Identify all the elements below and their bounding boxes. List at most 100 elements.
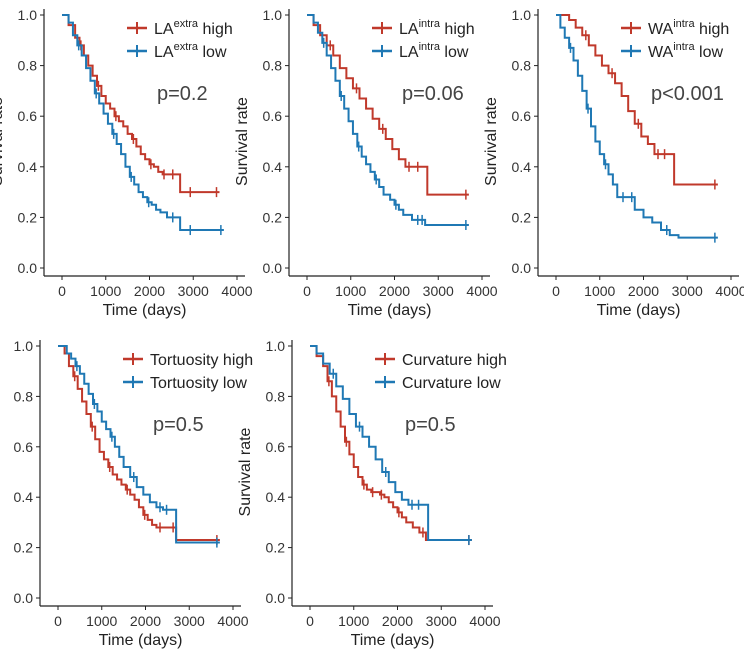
legend-label: WAintra high	[648, 18, 729, 38]
y-tick-label: 0.8	[18, 58, 38, 74]
y-tick-label: 1.0	[263, 7, 283, 23]
x-tick-label: 4000	[466, 283, 497, 299]
legend-label-suffix: low	[440, 44, 469, 61]
x-tick-label: 1000	[335, 283, 366, 299]
x-axis-label: Time (days)	[99, 632, 183, 649]
y-tick-label: 0.0	[14, 590, 34, 606]
km-panel-2: 0.0 0.2 0.4 0.6 0.8 1.0 0 1000 2000 3000 4000 Time …	[234, 7, 498, 319]
legend-label-suffix: low	[695, 44, 724, 61]
y-axis-label: Survival rate	[483, 97, 500, 186]
x-tick-label: 0	[552, 283, 560, 299]
y-axis-label: Survival rate	[0, 97, 6, 186]
legend-label: Tortuosity high	[150, 352, 253, 369]
x-tick-label: 3000	[423, 283, 454, 299]
km-panel-5: 0.0 0.2 0.4 0.6 0.8 1.0 0 1000 2000 3000 4000 Time …	[237, 338, 507, 649]
y-tick-label: 0.6	[18, 108, 38, 124]
p-value-label: p<0.001	[651, 83, 724, 105]
y-axis-label: Survival rate	[237, 427, 254, 516]
y-axis-label: Survival rate	[234, 97, 251, 186]
survival-curve-low	[310, 345, 472, 542]
y-tick-label: 0.2	[18, 209, 38, 225]
x-tick-label: 1000	[584, 283, 615, 299]
y-tick-label: 0.0	[266, 590, 286, 606]
km-panel-3: 0.0 0.2 0.4 0.6 0.8 1.0 0 1000 2000 3000 4000 Time …	[483, 7, 744, 319]
y-tick-label: 0.4	[512, 159, 532, 175]
x-tick-label: 2000	[130, 613, 161, 629]
legend-label: WAintra low	[648, 41, 723, 61]
legend-label: LAintra high	[399, 18, 475, 38]
x-tick-label: 1000	[338, 613, 369, 629]
legend-label-base: WA	[648, 21, 674, 38]
legend-label-sup: extra	[174, 18, 199, 30]
y-tick-label: 0.0	[18, 260, 38, 276]
y-tick-label: 0.0	[263, 260, 283, 276]
legend-label: Curvature low	[402, 375, 501, 392]
x-tick-label: 3000	[178, 283, 209, 299]
legend-label-base: Curvature	[402, 352, 472, 369]
x-tick-label: 2000	[382, 613, 413, 629]
x-tick-label: 3000	[672, 283, 703, 299]
survival-curve-high	[556, 14, 718, 186]
y-tick-label: 0.2	[263, 209, 283, 225]
x-tick-label: 0	[303, 283, 311, 299]
survival-curve-low	[62, 14, 224, 232]
x-axis-label: Time (days)	[351, 632, 435, 649]
y-tick-label: 0.4	[18, 159, 38, 175]
survival-curve-high	[58, 345, 220, 542]
survival-curve-high	[310, 345, 472, 542]
y-tick-label: 0.2	[14, 540, 34, 556]
y-tick-label: 0.8	[512, 58, 532, 74]
legend-label-sup: intra	[673, 18, 695, 30]
legend-label-base: Curvature	[402, 375, 472, 392]
y-tick-label: 0.4	[14, 489, 34, 505]
y-tick-label: 1.0	[18, 7, 38, 23]
y-tick-label: 0.8	[14, 388, 34, 404]
survival-curve-low	[307, 14, 469, 226]
legend-label-suffix: high	[218, 352, 253, 369]
legend-label-suffix: high	[695, 21, 730, 38]
x-tick-label: 4000	[469, 613, 500, 629]
legend-label-suffix: high	[440, 21, 475, 38]
x-tick-label: 0	[58, 283, 66, 299]
x-tick-label: 3000	[426, 613, 457, 629]
legend-label-sup: extra	[174, 41, 199, 53]
p-value-label: p=0.2	[157, 83, 208, 105]
legend-label-sup: intra	[419, 18, 441, 30]
x-tick-label: 4000	[217, 613, 248, 629]
survival-curve-low	[556, 14, 718, 239]
p-value-label: p=0.06	[402, 83, 464, 105]
legend-label-base: LA	[399, 44, 419, 61]
legend-label-base: Tortuosity	[150, 375, 218, 392]
y-tick-label: 0.8	[263, 58, 283, 74]
legend-label-suffix: low	[218, 375, 247, 392]
legend-label-base: WA	[648, 44, 674, 61]
y-tick-label: 1.0	[266, 338, 286, 354]
y-tick-label: 0.6	[263, 108, 283, 124]
x-tick-label: 1000	[90, 283, 121, 299]
legend-label-sup: intra	[419, 41, 441, 53]
legend-label-base: LA	[399, 21, 419, 38]
legend-label: LAextra low	[154, 41, 227, 61]
y-tick-label: 0.2	[266, 540, 286, 556]
y-tick-label: 0.4	[266, 489, 286, 505]
x-tick-label: 0	[54, 613, 62, 629]
legend-label-base: LA	[154, 21, 174, 38]
x-axis-label: Time (days)	[103, 302, 187, 319]
x-axis-label: Time (days)	[348, 302, 432, 319]
x-tick-label: 2000	[379, 283, 410, 299]
legend-label-suffix: high	[472, 352, 507, 369]
p-value-label: p=0.5	[405, 414, 456, 436]
legend-label-base: Tortuosity	[150, 352, 218, 369]
y-tick-label: 0.2	[512, 209, 532, 225]
km-panel-1: 0.0 0.2 0.4 0.6 0.8 1.0 0 1000 2000 3000 4000 Time …	[0, 7, 253, 319]
x-tick-label: 3000	[174, 613, 205, 629]
legend-label: Curvature high	[402, 352, 507, 369]
survival-curve-low	[58, 345, 220, 544]
y-axis-label: Survival rate	[0, 427, 2, 516]
x-tick-label: 0	[306, 613, 314, 629]
legend-label-base: LA	[154, 44, 174, 61]
km-panel-4: 0.0 0.2 0.4 0.6 0.8 1.0 0 1000 2000 3000 4000 Time …	[0, 338, 253, 649]
y-tick-label: 0.0	[512, 260, 532, 276]
y-tick-label: 0.4	[263, 159, 283, 175]
